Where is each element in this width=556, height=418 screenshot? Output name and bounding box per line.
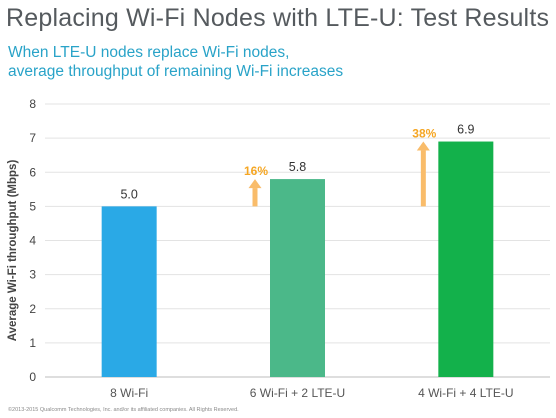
increase-percent-label: 16% (244, 164, 268, 178)
y-tick-label: 3 (29, 268, 36, 282)
x-category-label: 8 Wi-Fi (110, 386, 148, 400)
chart-subtitle: When LTE-U nodes replace Wi-Fi nodes, av… (8, 43, 343, 81)
y-tick-label: 7 (29, 131, 36, 145)
chart-title: Replacing Wi-Fi Nodes with LTE-U: Test R… (6, 4, 550, 32)
copyright-footer: ©2013-2015 Qualcomm Technologies, Inc. a… (8, 407, 239, 413)
y-tick-label: 5 (29, 199, 36, 213)
y-tick-label: 0 (29, 370, 36, 384)
increase-arrow-shaft (252, 188, 258, 207)
y-tick-label: 2 (29, 302, 36, 316)
bar (438, 141, 494, 377)
x-category-label: 6 Wi-Fi + 2 LTE-U (250, 386, 345, 400)
x-category-label: 4 Wi-Fi + 4 LTE-U (418, 386, 513, 400)
y-tick-label: 6 (29, 165, 36, 179)
bar (101, 206, 157, 377)
bar (270, 179, 325, 377)
increase-percent-label: 38% (412, 127, 436, 141)
subtitle-line-1: When LTE-U nodes replace Wi-Fi nodes, (8, 44, 290, 61)
subtitle-line-2: average throughput of remaining Wi-Fi in… (8, 63, 344, 80)
increase-arrow-head (416, 141, 430, 151)
y-tick-label: 8 (29, 97, 36, 111)
y-tick-label: 4 (29, 234, 36, 248)
y-axis-label: Average Wi-Fi throughput (Mbps) (7, 160, 19, 342)
increase-arrow-shaft (420, 150, 426, 207)
bar-value-label: 6.9 (457, 123, 474, 137)
bar-value-label: 5.0 (120, 187, 137, 201)
y-tick-label: 1 (29, 336, 36, 350)
increase-arrow-head (248, 179, 262, 189)
bar-value-label: 5.8 (289, 160, 306, 174)
